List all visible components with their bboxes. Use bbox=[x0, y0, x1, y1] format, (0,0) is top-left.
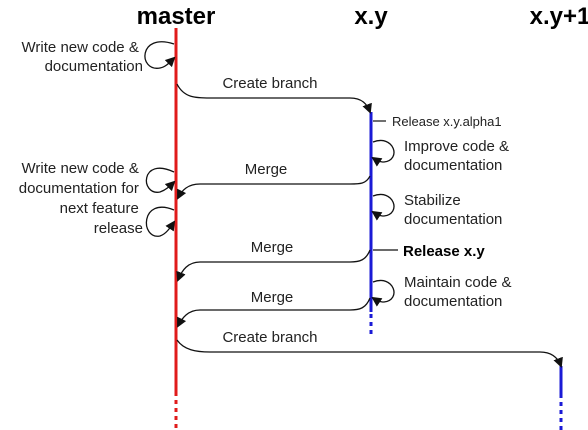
create-branch-label-1: Create branch bbox=[222, 75, 317, 92]
note-line: documentation for bbox=[19, 180, 139, 197]
master-note-write-code-2: Write new code & documentation for next … bbox=[19, 160, 143, 237]
release-label: Release x.y bbox=[403, 243, 485, 260]
release-alpha-label: Release x.y.alpha1 bbox=[392, 114, 502, 129]
xy1-header: x.y+1 bbox=[530, 3, 588, 30]
note-line: documentation bbox=[404, 157, 502, 174]
branch-loop-stabilize bbox=[371, 193, 395, 221]
branch-loop-improve bbox=[371, 139, 395, 167]
merge-arrow-3 bbox=[177, 297, 371, 328]
master-note-write-code-1: Write new code & documentation bbox=[22, 39, 143, 75]
note-line: Maintain code & bbox=[404, 274, 512, 291]
branch-note-stabilize: Stabilize documentation bbox=[404, 192, 502, 228]
create-branch-arrow-1 bbox=[176, 83, 372, 114]
merge-label-1: Merge bbox=[245, 161, 288, 178]
create-branch-arrow-2 bbox=[176, 339, 563, 368]
note-line: release bbox=[94, 220, 143, 237]
master-loop-1 bbox=[144, 41, 176, 69]
note-line: Improve code & bbox=[404, 138, 509, 155]
merge-label-3: Merge bbox=[251, 289, 294, 306]
branch-note-maintain: Maintain code & documentation bbox=[404, 274, 516, 310]
note-line: documentation bbox=[404, 211, 502, 228]
branch-note-improve: Improve code & documentation bbox=[404, 138, 513, 174]
note-line: documentation bbox=[404, 293, 502, 310]
note-line: Stabilize bbox=[404, 192, 461, 209]
master-loop-2 bbox=[145, 167, 176, 193]
note-line: Write new code & bbox=[22, 39, 139, 56]
master-loop-3 bbox=[145, 206, 176, 237]
master-header: master bbox=[137, 3, 216, 30]
note-line: Write new code & bbox=[22, 160, 139, 177]
xy-header: x.y bbox=[354, 3, 388, 30]
note-line: documentation bbox=[45, 58, 143, 75]
branch-loop-maintain bbox=[371, 279, 395, 307]
merge-label-2: Merge bbox=[251, 239, 294, 256]
merge-arrow-2 bbox=[176, 249, 371, 282]
create-branch-label-2: Create branch bbox=[222, 329, 317, 346]
note-line: next feature bbox=[60, 200, 139, 217]
merge-arrow-1 bbox=[177, 175, 371, 200]
